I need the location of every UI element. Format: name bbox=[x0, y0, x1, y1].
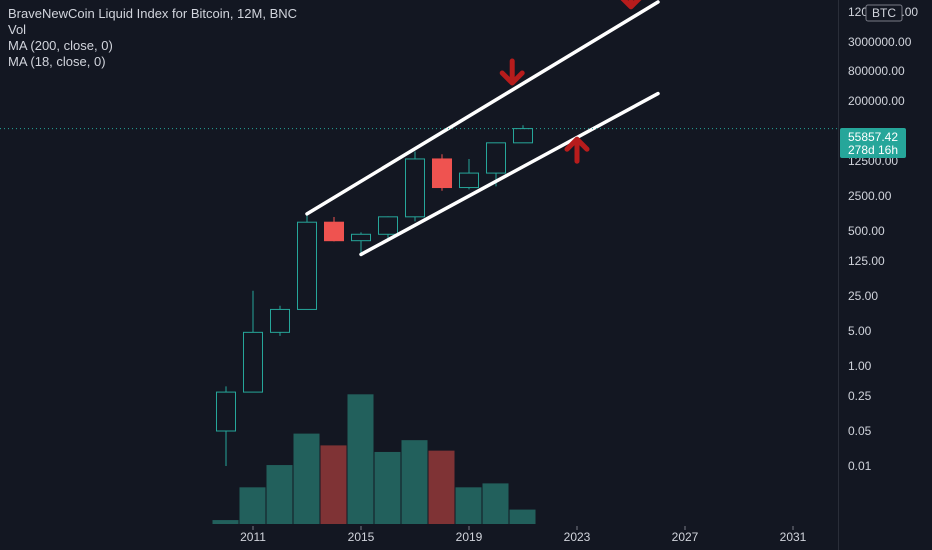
volume-bar-2019 bbox=[455, 487, 482, 524]
candle-body-2015 bbox=[351, 233, 371, 242]
last-price-label: 55857.42 278d 16h bbox=[840, 128, 906, 158]
volume-bar-2012 bbox=[266, 465, 293, 524]
legend-ma18[interactable]: MA (18, close, 0) bbox=[8, 54, 106, 69]
volume-bar-2017 bbox=[401, 440, 428, 524]
volume-bar-2020 bbox=[482, 483, 509, 524]
time-tick-label: 2023 bbox=[564, 530, 591, 544]
volume-bar-2013 bbox=[293, 433, 320, 524]
price-tick-label: 25.00 bbox=[848, 289, 878, 303]
candle-body-2010 bbox=[216, 391, 236, 432]
last-price-countdown: 278d 16h bbox=[848, 143, 898, 157]
time-tick-label: 2015 bbox=[348, 530, 375, 544]
volume-bar-2015 bbox=[347, 394, 374, 524]
candle-body-2012 bbox=[270, 308, 290, 333]
volume-bar-2018 bbox=[428, 450, 455, 524]
arrow-down-icon[interactable] bbox=[499, 58, 525, 86]
chart-legend: BraveNewCoin Liquid Index for Bitcoin, 1… bbox=[8, 6, 297, 70]
annotation-arrows[interactable] bbox=[499, 0, 642, 164]
time-tick-label: 2019 bbox=[456, 530, 483, 544]
time-axis[interactable]: 2011 2015 2019 2023 2027 2031 bbox=[240, 526, 807, 544]
price-tick-label: 5.00 bbox=[848, 324, 872, 338]
legend-title[interactable]: BraveNewCoin Liquid Index for Bitcoin, 1… bbox=[8, 6, 298, 21]
price-tick-label: 0.05 bbox=[848, 424, 872, 438]
candle-body-2020 bbox=[486, 142, 506, 174]
candle-body-2021 bbox=[513, 128, 533, 144]
candle-body-2017 bbox=[405, 158, 425, 218]
arrow-down-icon[interactable] bbox=[620, 0, 642, 10]
legend-ma200[interactable]: MA (200, close, 0) bbox=[8, 38, 113, 53]
candle-body-2011 bbox=[243, 331, 263, 393]
channel-line-lower[interactable] bbox=[359, 91, 660, 257]
legend-vol[interactable]: Vol bbox=[8, 22, 27, 37]
price-tick-label: 200000.00 bbox=[848, 94, 905, 108]
volume-bars bbox=[212, 394, 536, 524]
currency-badge[interactable]: BTC bbox=[865, 4, 903, 22]
price-tick-label: 1.00 bbox=[848, 359, 872, 373]
price-tick-label: 800000.00 bbox=[848, 64, 905, 78]
candle-body-2016 bbox=[378, 216, 398, 235]
arrow-up-icon[interactable] bbox=[564, 136, 590, 164]
time-tick-label: 2031 bbox=[780, 530, 807, 544]
candle-body-2019 bbox=[459, 172, 479, 189]
price-tick-label: 2500.00 bbox=[848, 189, 892, 203]
volume-bar-2016 bbox=[374, 451, 401, 524]
volume-bar-2010 bbox=[212, 520, 239, 524]
candles bbox=[216, 125, 533, 466]
price-tick-label: 125.00 bbox=[848, 254, 885, 268]
channel-lines[interactable] bbox=[305, 0, 660, 257]
channel-line-upper[interactable] bbox=[305, 0, 660, 216]
candle-body-2018 bbox=[432, 158, 452, 189]
price-tick-label: 3000000.00 bbox=[848, 35, 912, 49]
time-tick-label: 2027 bbox=[672, 530, 699, 544]
currency-badge-label: BTC bbox=[872, 6, 896, 20]
last-price-value: 55857.42 bbox=[848, 130, 898, 144]
volume-bar-2011 bbox=[239, 487, 266, 524]
price-tick-label: 500.00 bbox=[848, 224, 885, 238]
volume-bar-2014 bbox=[320, 445, 347, 524]
candle-body-2013 bbox=[297, 221, 317, 310]
price-tick-label: 0.01 bbox=[848, 459, 872, 473]
volume-bar-2021 bbox=[509, 509, 536, 524]
time-tick-label: 2011 bbox=[240, 530, 266, 544]
candle-body-2014 bbox=[324, 221, 344, 242]
price-tick-label: 0.25 bbox=[848, 389, 872, 403]
